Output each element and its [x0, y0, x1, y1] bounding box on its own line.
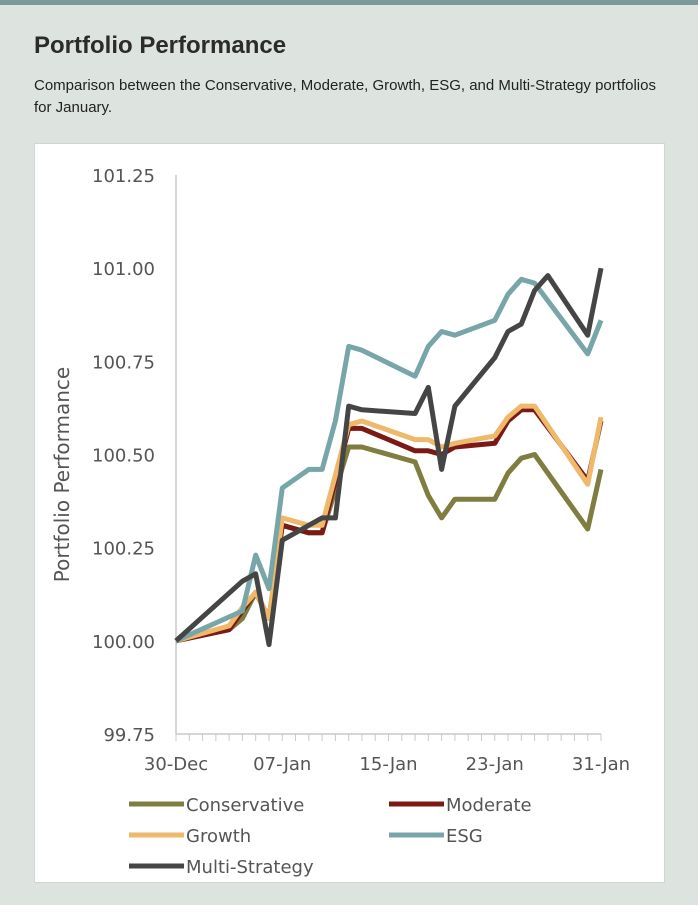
x-tick-label: 31-Jan [572, 754, 630, 775]
legend-label-multi-strategy: Multi-Strategy [186, 857, 314, 878]
chart-panel: 99.75 100.00 100.25 100.50 100.75 101.00 101.2… [34, 143, 665, 883]
x-tick-label: 15-Jan [359, 754, 417, 775]
series-line-moderate [175, 407, 604, 644]
series-line-esg [174, 276, 604, 644]
legend-label-moderate: Moderate [446, 795, 532, 816]
page-subtitle: Comparison between the Conservative, Mod… [34, 77, 656, 116]
x-tick-label: 30-Dec [144, 754, 208, 775]
y-axis-title: Portfolio Performance [50, 367, 74, 582]
page-title: Portfolio Performance [34, 32, 287, 59]
y-tick-label: 100.75 [92, 352, 155, 373]
legend-label-conservative: Conservative [186, 795, 304, 816]
y-tick-label: 100.25 [92, 539, 155, 560]
y-tick-label: 100.50 [92, 446, 155, 467]
line-chart: 99.75 100.00 100.25 100.50 100.75 101.00 101.2… [50, 166, 630, 878]
y-tick-label: 100.00 [92, 632, 155, 653]
legend-label-esg: ESG [446, 826, 483, 847]
chart-axes: 99.75 100.00 100.25 100.50 100.75 101.00 101.2… [50, 166, 630, 775]
y-tick-label: 101.00 [92, 259, 155, 280]
y-tick-label: 99.75 [103, 725, 155, 746]
series-line-multi-strategy [174, 267, 604, 648]
y-tick-label: 101.25 [92, 166, 155, 187]
chart-legend: Conservative Moderate Growth ESG Multi-Strat… [129, 795, 532, 878]
legend-label-growth: Growth [186, 826, 251, 847]
x-tick-label: 07-Jan [253, 754, 311, 775]
chart-series [174, 267, 604, 648]
x-tick-label: 23-Jan [466, 754, 524, 775]
